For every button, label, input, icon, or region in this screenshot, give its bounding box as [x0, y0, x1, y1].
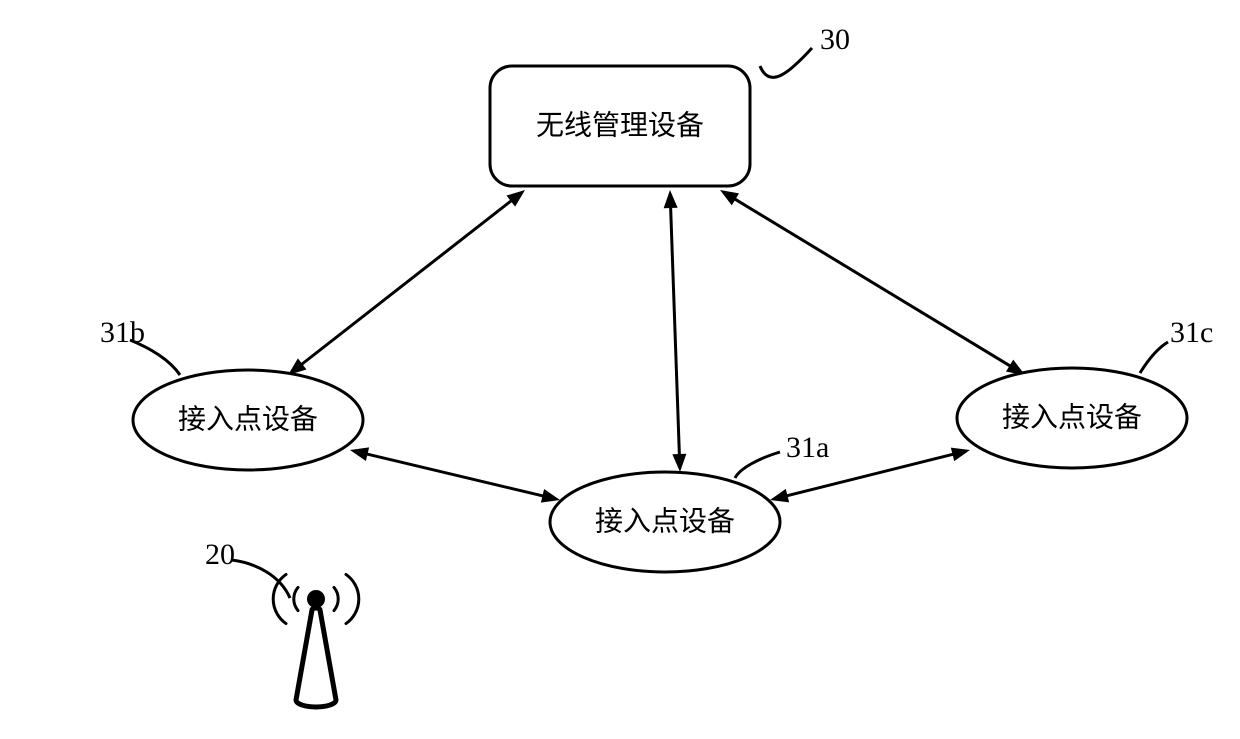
- arrowhead: [541, 489, 560, 503]
- arrowhead: [951, 448, 970, 462]
- antenna-wave-left-0: [294, 587, 298, 610]
- ap_a-label: 接入点设备: [595, 505, 735, 537]
- ref-manager: 30: [820, 23, 850, 56]
- antenna-wave-left-1: [273, 574, 286, 623]
- ap_c-label: 接入点设备: [1002, 401, 1142, 433]
- antenna-wave-right-0: [334, 587, 338, 610]
- antenna-wave-right-1: [346, 574, 359, 623]
- edge-line: [731, 197, 1014, 369]
- arrowhead: [672, 454, 686, 472]
- ref-antenna: 20: [205, 538, 235, 571]
- antenna-ball: [307, 590, 325, 608]
- ref-ap_b: 31b: [100, 316, 145, 349]
- leader-ap_a: [735, 452, 780, 478]
- edge-line: [670, 203, 679, 460]
- leader-ap_c: [1140, 342, 1168, 373]
- edge-line: [362, 453, 547, 497]
- network-diagram: 无线管理设备接入点设备接入点设备接入点设备3031b31a31c20: [0, 0, 1240, 739]
- arrowhead: [664, 190, 678, 208]
- leader-manager: [760, 48, 812, 77]
- antenna-body: [296, 608, 336, 707]
- arrowhead: [770, 489, 789, 503]
- ref-ap_c: 31c: [1170, 316, 1213, 349]
- ref-ap_a: 31a: [786, 431, 829, 464]
- manager-label: 无线管理设备: [536, 109, 704, 141]
- edge-line: [298, 198, 515, 367]
- arrowhead: [720, 190, 739, 205]
- arrowhead: [350, 447, 369, 461]
- ap_b-label: 接入点设备: [178, 403, 318, 435]
